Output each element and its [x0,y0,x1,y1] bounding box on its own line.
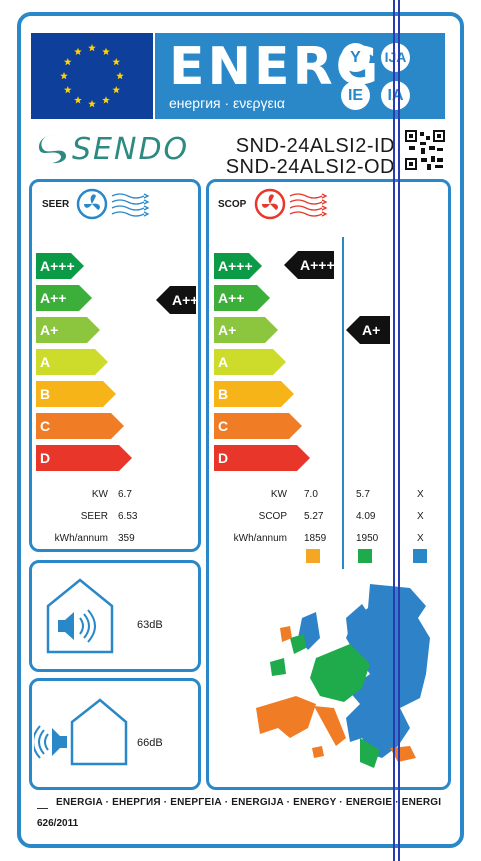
eu-flag [31,33,153,119]
scop-class-b: B [214,381,294,407]
energy-subtitle: енергия · ενεργεια [169,95,285,111]
footer-energy-languages: ENERGIA · ЕНЕРГИЯ · ΕΝΕΡΓΕΙΑ · ENERGIJA … [56,797,442,808]
scop-class-c: C [214,413,302,439]
scop-label-kwh: kWh/annum [233,533,287,544]
eu-star-icon [74,47,82,55]
eu-star-icon [102,47,110,55]
eu-star-icon [60,72,68,80]
eu-star-icon [112,86,121,94]
seer-value-kw: 6.7 [118,489,132,500]
scop-class-d: D [214,445,310,471]
regulation-number: 626/2011 [37,818,79,829]
eu-star-icon [88,44,96,52]
scop-title: SCOP [218,199,247,210]
europe-climate-map [256,584,430,768]
scop-class-a: A [214,349,286,375]
scop-average-kwh: 1950 [356,533,379,544]
scop-warm-scop: 5.27 [304,511,324,522]
outdoor-sound-icon [34,698,128,766]
brand-name: SENDO [72,132,190,167]
scop-label-kw: KW [270,489,287,500]
qr-code-icon [405,130,445,170]
overlay-line-2 [398,0,400,861]
scop-class-aplusplus: A++ [214,285,270,311]
seer-value-kwh: 359 [118,533,135,544]
seer-class-b: B [36,381,116,407]
model-indoor: SND-24ALSI2-ID [235,135,395,157]
seer-title: SEER [42,199,70,210]
seer-class-a: A [36,349,108,375]
footer-dash [37,808,48,809]
scop-cold-kw: X [417,489,424,500]
language-badge-y: Y [341,43,370,72]
language-badge-ia: IA [381,81,410,110]
language-badge-ija: IJA [381,43,410,72]
seer-label-seer: SEER [80,511,108,522]
language-badge-ie: IE [341,81,370,110]
fan-cooling-icon [76,188,150,220]
seer-class-d: D [36,445,132,471]
climate-cold-swatch [413,549,427,563]
seer-label-kw: KW [91,489,108,500]
scop-label-scop: SCOP [258,511,287,522]
scop-cold-scop: X [417,511,424,522]
seer-value-seer: 6.53 [118,511,138,522]
eu-star-icon [74,96,82,104]
model-outdoor: SND-24ALSI2-OD [225,156,395,178]
scop-warm-kwh: 1859 [304,533,327,544]
indoor-sound-panel [29,560,201,672]
scop-divider-1 [342,237,344,569]
scop-cold-kwh: X [417,533,424,544]
climate-warm-swatch [306,549,320,563]
eu-star-icon [63,58,72,66]
scop-class-aplus: A+ [214,317,278,343]
seer-label-kwh: kWh/annum [54,533,108,544]
climate-average-swatch [358,549,372,563]
fan-heating-icon [254,188,328,220]
indoor-sound-value: 63dB [137,619,163,631]
eu-stars-icon [60,44,124,108]
indoor-sound-icon [46,578,114,654]
eu-star-icon [116,72,124,80]
eu-star-icon [88,100,96,108]
overlay-line-1 [393,0,395,861]
seer-class-aplusplus: A++ [36,285,92,311]
sendo-logo-icon [39,135,67,164]
scop-warm-kw: 7.0 [304,489,318,500]
eu-star-icon [112,58,121,66]
outdoor-sound-value: 66dB [137,737,163,749]
seer-class-c: C [36,413,124,439]
scop-average-scop: 4.09 [356,511,376,522]
energy-header: ENERG енергия · ενεργεια Y IJA IE IA [155,33,445,119]
eu-star-icon [102,96,110,104]
eu-star-icon [63,86,72,94]
seer-class-aplus: A+ [36,317,100,343]
scop-average-kw: 5.7 [356,489,370,500]
